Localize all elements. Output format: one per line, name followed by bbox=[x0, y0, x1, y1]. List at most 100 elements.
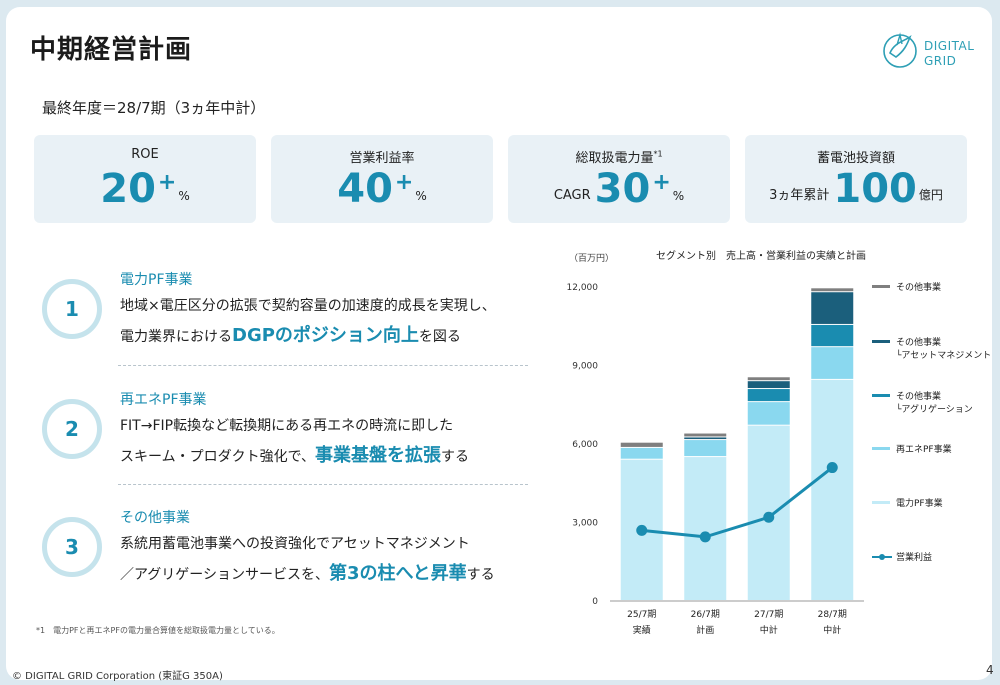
kpi-plus: + bbox=[394, 170, 414, 195]
y-tick-label: 3,000 bbox=[572, 519, 598, 529]
x-tick-label: 25/7期 bbox=[627, 609, 656, 620]
item-emphasis: DGPのポジション向上 bbox=[232, 325, 419, 346]
item-emphasis: 第3の柱へと昇華 bbox=[329, 563, 467, 584]
item-number-circle: 3 bbox=[42, 517, 102, 577]
chart-title: セグメント別 売上高・営業利益の実績と計画 bbox=[656, 251, 866, 262]
copyright: © DIGITAL GRID Corporation (東証G 350A) bbox=[12, 671, 223, 682]
kpi-value: 100 bbox=[833, 166, 917, 212]
item-number-circle: 1 bbox=[42, 279, 102, 339]
x-tick-label: 26/7期 bbox=[691, 609, 720, 620]
kpi-unit: 億円 bbox=[918, 188, 943, 202]
item-heading: 電力PF事業 bbox=[120, 272, 193, 288]
legend-swatch bbox=[872, 447, 890, 450]
company-logo: DIGITAL GRID bbox=[880, 27, 980, 71]
y-tick-label: 9,000 bbox=[572, 362, 598, 372]
kpi-card-power-volume: 総取扱電力量*1 CAGR 30 + % bbox=[508, 135, 730, 223]
bar-segment bbox=[747, 389, 790, 402]
strategy-item-3: 3 その他事業 系統用蓄電池事業への投資強化でアセットマネジメント ／アグリゲー… bbox=[42, 507, 532, 607]
item-line1: 系統用蓄電池事業への投資強化でアセットマネジメント bbox=[120, 536, 470, 552]
legend-label: 営業利益 bbox=[896, 553, 933, 563]
kpi-prefix: 3ヵ年累計 bbox=[769, 188, 830, 203]
legend-swatch bbox=[872, 340, 890, 343]
logo-icon bbox=[883, 32, 917, 68]
kpi-label: 総取扱電力量 bbox=[575, 151, 654, 166]
divider bbox=[118, 484, 528, 485]
page-number: 4 bbox=[986, 663, 994, 677]
kpi-unit: % bbox=[672, 189, 685, 203]
item-line1: 地域×電圧区分の拡張で契約容量の加速度的成長を実現し、 bbox=[120, 298, 496, 314]
operating-profit-point bbox=[826, 462, 838, 474]
kpi-plus: + bbox=[157, 170, 177, 195]
logo-text-line1: DIGITAL bbox=[924, 39, 975, 53]
legend-line-marker bbox=[872, 554, 892, 560]
y-tick-label: 12,000 bbox=[567, 283, 599, 293]
y-tick-label: 6,000 bbox=[572, 440, 598, 450]
bar-segment bbox=[811, 288, 854, 292]
x-tick-label: 28/7期 bbox=[818, 609, 847, 620]
bar-segment bbox=[811, 324, 854, 347]
bar-segment bbox=[811, 292, 854, 324]
strategy-item-1: 1 電力PF事業 地域×電圧区分の拡張で契約容量の加速度的成長を実現し、 電力業… bbox=[42, 269, 532, 369]
kpi-label: ROE bbox=[131, 147, 159, 162]
legend-swatch bbox=[872, 394, 890, 397]
x-tick-sublabel: 実績 bbox=[633, 624, 651, 636]
kpi-unit: % bbox=[415, 189, 427, 203]
bar-segment bbox=[684, 440, 727, 457]
operating-profit-point bbox=[636, 524, 648, 536]
item-line2: ／アグリゲーションサービスを、第3の柱へと昇華する bbox=[120, 563, 495, 584]
kpi-label: 蓄電池投資額 bbox=[816, 151, 895, 166]
legend-label: 再エネPF事業 bbox=[896, 445, 952, 455]
operating-profit-point bbox=[699, 531, 711, 543]
chart-unit-label: （百万円） bbox=[569, 254, 615, 264]
bar-segment bbox=[747, 381, 790, 389]
item-emphasis: 事業基盤を拡張 bbox=[315, 445, 442, 466]
logo-text-line2: GRID bbox=[924, 54, 957, 68]
kpi-card-roe: ROE 20 + % bbox=[34, 135, 256, 223]
page-title: 中期経営計画 bbox=[30, 35, 193, 65]
bar-segment bbox=[747, 402, 790, 425]
item-heading: 再エネPF事業 bbox=[120, 392, 207, 408]
operating-profit-line bbox=[641, 466, 834, 539]
item-line2: スキーム・プロダクト強化で、事業基盤を拡張する bbox=[120, 445, 470, 466]
item-heading: その他事業 bbox=[120, 510, 190, 526]
legend-label: その他事業 bbox=[896, 392, 942, 402]
x-tick-sublabel: 計画 bbox=[696, 624, 714, 636]
plan-subtitle: 最終年度＝28/7期（3ヵ年中計） bbox=[42, 99, 266, 117]
bar-segment bbox=[684, 437, 727, 440]
bar-segment bbox=[620, 442, 663, 447]
bar-segment bbox=[747, 377, 790, 381]
divider bbox=[118, 365, 528, 366]
kpi-plus: + bbox=[652, 170, 671, 195]
kpi-unit: % bbox=[178, 189, 190, 203]
y-tick-label: 0 bbox=[592, 597, 598, 607]
slide: 中期経営計画 DIGITAL GRID 最終年度＝28/7期（3ヵ年中計） RO… bbox=[6, 7, 994, 682]
bar-segment bbox=[811, 347, 854, 379]
bar-segment bbox=[684, 433, 727, 437]
bar-segment bbox=[684, 457, 727, 600]
kpi-value: 40 bbox=[337, 166, 393, 212]
kpi-card-operating-margin: 営業利益率 40 + % bbox=[271, 135, 493, 223]
item-number-circle: 2 bbox=[42, 399, 102, 459]
kpi-prefix: CAGR bbox=[553, 188, 591, 203]
item-line2: 電力業界におけるDGPのポジション向上を図る bbox=[120, 325, 461, 346]
kpi-footnote-mark: *1 bbox=[653, 149, 663, 159]
legend-label: その他事業 bbox=[896, 338, 942, 348]
kpi-value: 20 bbox=[100, 166, 156, 212]
bar-segment bbox=[620, 447, 663, 459]
strategy-item-2: 2 再エネPF事業 FIT→FIP転換など転換期にある再エネの時流に即した スキ… bbox=[42, 389, 532, 489]
legend-sublabel: └アグリゲーション bbox=[896, 405, 973, 415]
item-line1: FIT→FIP転換など転換期にある再エネの時流に即した bbox=[120, 418, 454, 434]
kpi-card-battery-investment: 蓄電池投資額 3ヵ年累計 100 億円 bbox=[745, 135, 967, 223]
kpi-value: 30 bbox=[594, 166, 651, 212]
legend-swatch bbox=[872, 501, 890, 504]
kpi-label: 営業利益率 bbox=[349, 151, 415, 166]
legend-sublabel: └アセットマネジメント bbox=[896, 351, 992, 361]
footnote: *1 電力PFと再エネPFの電力量合算値を総取扱電力量としている。 bbox=[36, 626, 280, 635]
bar-segment bbox=[811, 379, 854, 600]
x-tick-sublabel: 中計 bbox=[823, 624, 841, 636]
legend-label: その他事業 bbox=[896, 283, 942, 293]
operating-profit-point bbox=[763, 511, 775, 523]
legend-label: 電力PF事業 bbox=[896, 499, 943, 509]
x-tick-sublabel: 中計 bbox=[760, 624, 778, 636]
